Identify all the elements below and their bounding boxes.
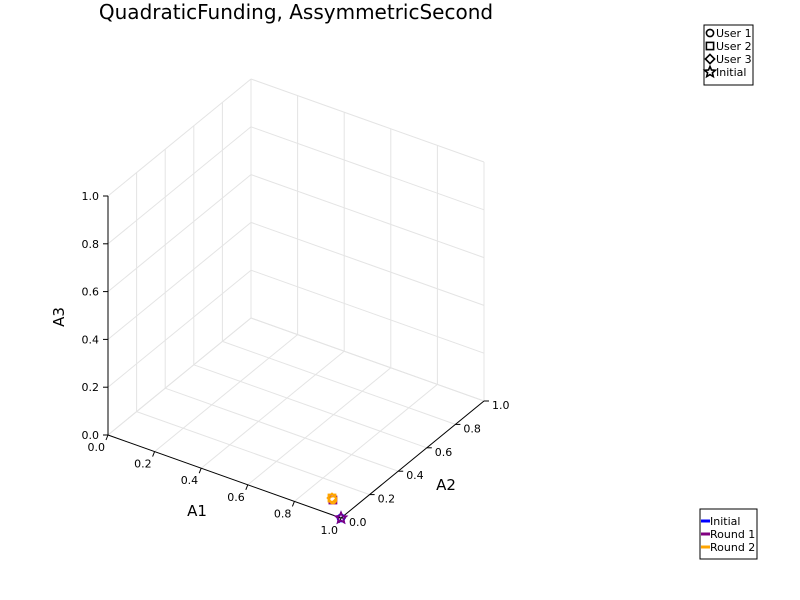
y-tick-label: 0.4 bbox=[406, 469, 424, 482]
chart-title: QuadraticFunding, AssymmetricSecond bbox=[99, 0, 493, 24]
marker-legend-label: User 2 bbox=[716, 40, 752, 53]
axes bbox=[103, 195, 489, 524]
y-tick-label: 0.2 bbox=[378, 493, 396, 506]
star-legend-icon bbox=[702, 64, 718, 79]
diamond-point bbox=[326, 492, 338, 504]
z-tick-label: 0.6 bbox=[82, 286, 100, 299]
grid-line bbox=[250, 317, 485, 402]
star-point bbox=[333, 510, 349, 525]
tick-labels: 0.00.00.00.20.20.20.4 0.40.40.60.60.60.80… bbox=[82, 190, 510, 537]
diamond-legend-icon bbox=[704, 53, 716, 65]
z-axis-label: A3 bbox=[50, 307, 68, 327]
x-tick-mark bbox=[198, 468, 202, 474]
z-tick-label: 0.0 bbox=[82, 429, 100, 442]
grid-line bbox=[107, 269, 252, 388]
grid-line bbox=[136, 411, 370, 496]
x-tick-label: 0.6 bbox=[227, 491, 245, 504]
y-axis-line bbox=[340, 400, 485, 519]
grid-line bbox=[294, 384, 438, 502]
x-axis-line bbox=[107, 434, 342, 519]
grid-line bbox=[165, 387, 399, 472]
grid-line bbox=[222, 340, 456, 425]
grid-line bbox=[200, 350, 345, 469]
grid-line bbox=[247, 367, 392, 486]
x-tick-mark bbox=[245, 484, 249, 490]
z-tick-label: 0.4 bbox=[82, 333, 100, 346]
y-axis-label: A2 bbox=[436, 476, 456, 494]
x-tick-label: 0.8 bbox=[274, 507, 292, 520]
grid-line bbox=[107, 78, 252, 197]
grid bbox=[107, 78, 485, 519]
grid-line bbox=[250, 78, 485, 163]
x-tick-label: 0.0 bbox=[88, 441, 106, 454]
y-tick-label: 0.8 bbox=[463, 422, 481, 435]
y-tick-label: 0.6 bbox=[435, 446, 453, 459]
grid-line bbox=[107, 317, 252, 436]
z-tick-label: 0.8 bbox=[82, 238, 100, 251]
round-legend-label: Round 1 bbox=[710, 528, 755, 541]
z-tick-label: 0.2 bbox=[82, 381, 100, 394]
round-legend-label: Round 2 bbox=[710, 541, 755, 554]
grid-line bbox=[154, 334, 298, 452]
square-legend-icon bbox=[705, 41, 715, 51]
x-tick-label: 0.4 bbox=[181, 474, 199, 487]
data-points bbox=[326, 492, 349, 525]
grid-line bbox=[107, 222, 252, 340]
circle-legend-icon bbox=[705, 28, 715, 38]
y-tick-label: 0.0 bbox=[349, 516, 367, 529]
grid-line bbox=[107, 126, 252, 245]
marker-legend-label: Initial bbox=[716, 66, 746, 79]
marker-legend-label: User 1 bbox=[716, 27, 752, 40]
z-tick-label: 1.0 bbox=[82, 190, 100, 203]
x-tick-mark bbox=[291, 501, 295, 507]
grid-line bbox=[107, 174, 252, 292]
x-tick-mark bbox=[152, 451, 156, 457]
marker-legend-label: User 3 bbox=[716, 53, 752, 66]
x-tick-label: 1.0 bbox=[321, 524, 339, 537]
grid-line bbox=[193, 364, 427, 449]
grid-line bbox=[250, 174, 485, 259]
grid-line bbox=[250, 221, 485, 306]
y-tick-label: 1.0 bbox=[492, 399, 510, 412]
x-tick-label: 0.2 bbox=[134, 458, 152, 471]
grid-line bbox=[250, 126, 485, 211]
x-axis-label: A1 bbox=[187, 502, 207, 520]
grid-line bbox=[250, 269, 485, 354]
round-legend-label: Initial bbox=[710, 515, 740, 528]
x-tick-mark bbox=[105, 434, 109, 441]
